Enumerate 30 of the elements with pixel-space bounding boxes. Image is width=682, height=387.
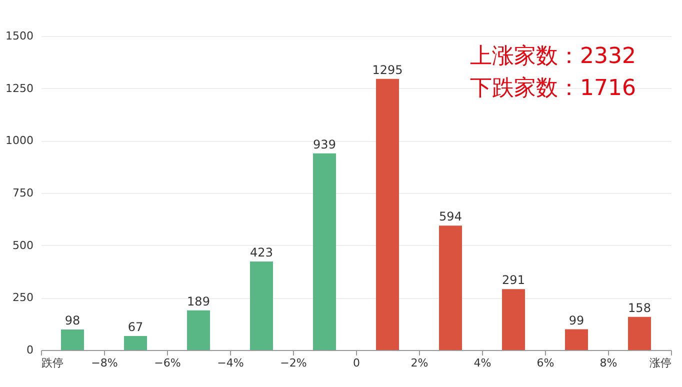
data-label: 939 [313, 137, 336, 152]
x-tick-label: 8% [600, 356, 618, 370]
data-label: 99 [568, 313, 584, 328]
annotation: 下跌家数：1716 [470, 76, 636, 101]
x-tick-label: 涨停 [650, 356, 672, 370]
y-tick-label: 500 [12, 238, 34, 252]
y-tick-label: 750 [12, 186, 34, 200]
x-tick-label: −4% [217, 356, 244, 370]
x-tick-label: 0 [353, 356, 360, 370]
data-label: 1295 [372, 62, 403, 77]
data-label: 98 [64, 313, 80, 328]
x-tick-label: −6% [154, 356, 181, 370]
y-tick-label: 0 [26, 344, 34, 356]
y-tick-label: 1000 [6, 134, 34, 148]
data-label: 594 [439, 210, 462, 224]
x-tick-label: −2% [280, 356, 307, 370]
x-tick-label: −8% [91, 356, 118, 370]
y-tick-label: 1500 [6, 30, 34, 42]
data-label: 189 [187, 294, 210, 308]
annotation: 上涨家数：2332 [470, 44, 636, 69]
data-label: 423 [250, 245, 273, 260]
x-tick-label: 4% [474, 356, 492, 370]
x-tick-label: 跌停 [42, 356, 64, 370]
data-label: 67 [128, 320, 144, 334]
y-tick-label: 1250 [6, 82, 34, 95]
data-label: 291 [502, 273, 525, 288]
y-tick-label: 250 [12, 291, 34, 304]
data-label: 158 [628, 300, 651, 315]
x-tick-label: 2% [410, 356, 428, 370]
x-tick-label: 6% [536, 356, 554, 370]
